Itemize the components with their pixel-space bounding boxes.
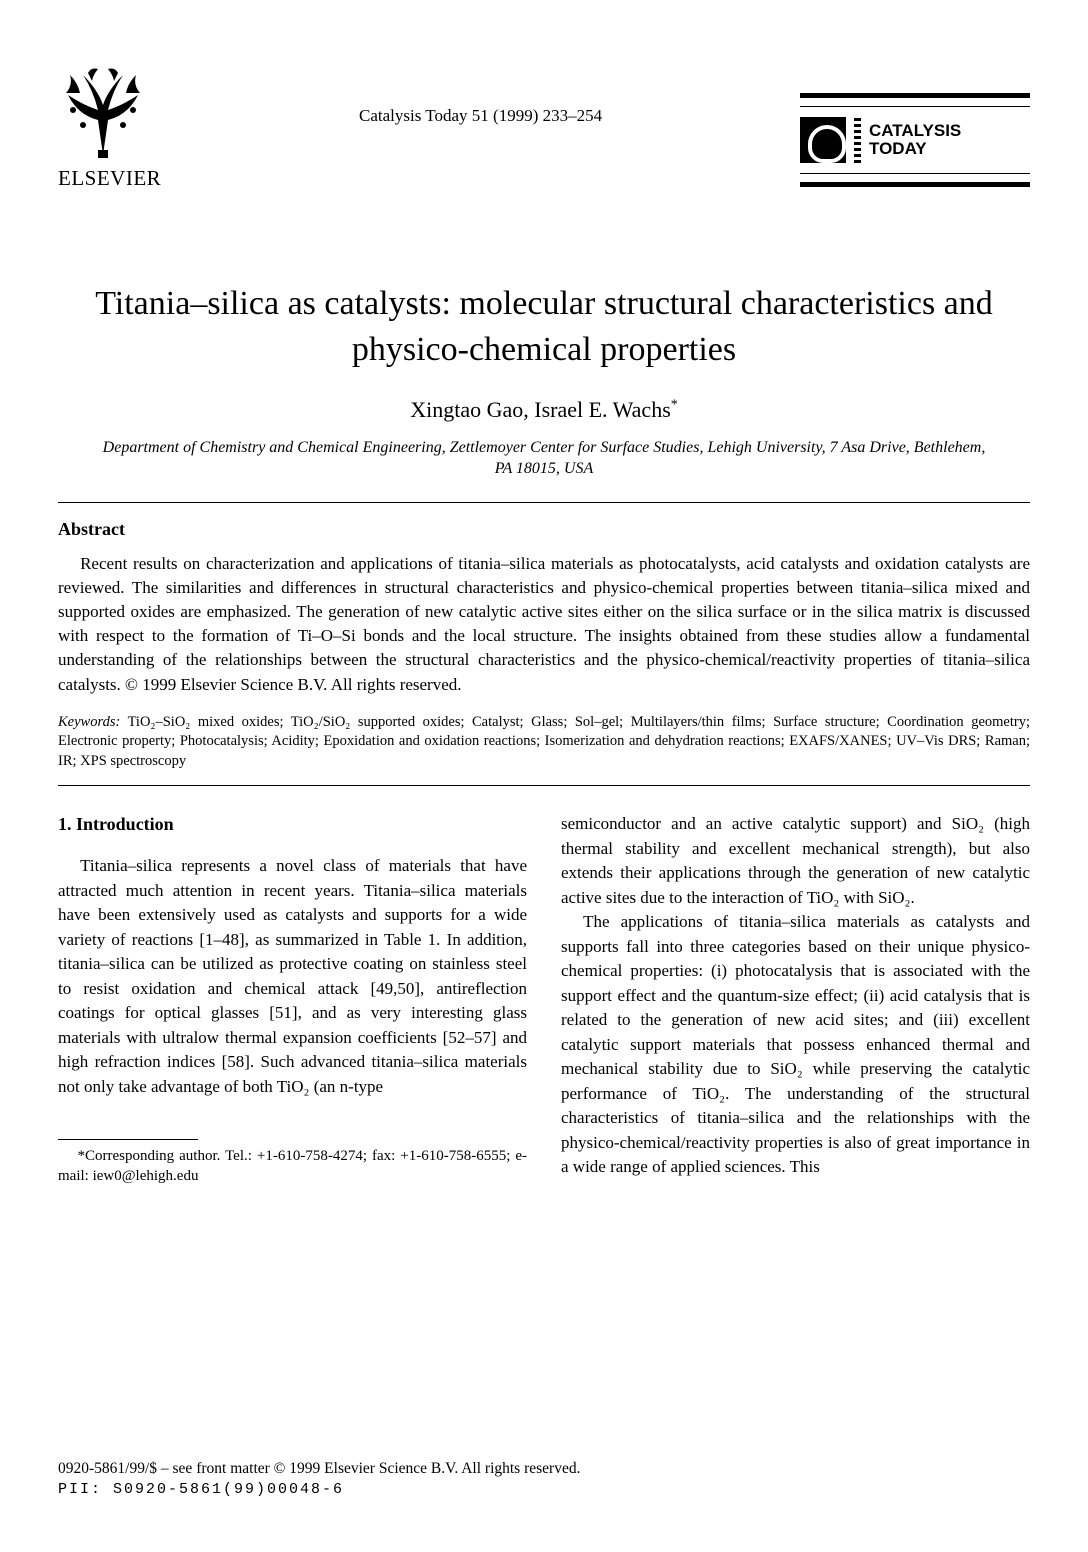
body-columns: 1. Introduction Titania–silica represent… — [58, 812, 1030, 1186]
abstract-body: Recent results on characterization and a… — [58, 552, 1030, 697]
pii-line: PII: S0920-5861(99)00048-6 — [58, 1480, 1030, 1500]
article-authors: Xingtao Gao, Israel E. Wachs* — [58, 397, 1030, 423]
article-title: Titania–silica as catalysts: molecular s… — [82, 281, 1006, 373]
publisher-name: ELSEVIER — [58, 166, 161, 191]
copyright-line: 0920-5861/99/$ – see front matter © 1999… — [58, 1459, 1030, 1480]
rule-above-abstract — [58, 502, 1030, 503]
footer: 0920-5861/99/$ – see front matter © 1999… — [58, 1459, 1030, 1500]
journal-logo: CATALYSIS TODAY — [800, 89, 1030, 191]
journal-logo-text: CATALYSIS TODAY — [869, 122, 961, 158]
article-affiliation: Department of Chemistry and Chemical Eng… — [98, 437, 990, 480]
section-1-col1-p1: Titania–silica represents a novel class … — [58, 854, 527, 1099]
corresponding-marker: * — [671, 397, 678, 412]
section-1-heading: 1. Introduction — [58, 812, 527, 838]
abstract-heading: Abstract — [58, 519, 1030, 540]
keywords-text: TiO₂–SiO₂ mixed oxides; TiO₂/SiO₂ suppor… — [58, 714, 1030, 769]
article-header: ELSEVIER Catalysis Today 51 (1999) 233–2… — [58, 65, 1030, 191]
abstract-block: Abstract Recent results on characterizat… — [58, 519, 1030, 697]
journal-reference: Catalysis Today 51 (1999) 233–254 — [161, 106, 800, 126]
footnote-rule — [58, 1139, 198, 1140]
rule-below-keywords — [58, 785, 1030, 786]
section-1-col2-p1: semiconductor and an active catalytic su… — [561, 812, 1030, 910]
keywords-block: Keywords: TiO₂–SiO₂ mixed oxides; TiO₂/S… — [58, 713, 1030, 772]
right-column: semiconductor and an active catalytic su… — [561, 812, 1030, 1186]
elsevier-tree-icon — [58, 65, 148, 160]
section-1-col2-p2: The applications of titania–silica mater… — [561, 910, 1030, 1179]
corresponding-footnote: *Corresponding author. Tel.: +1-610-758-… — [58, 1146, 527, 1187]
journal-logo-line2: TODAY — [869, 140, 961, 158]
publisher-block: ELSEVIER — [58, 65, 161, 191]
journal-logo-line1: CATALYSIS — [869, 122, 961, 140]
page: ELSEVIER Catalysis Today 51 (1999) 233–2… — [0, 0, 1088, 1552]
keywords-label: Keywords: — [58, 714, 120, 730]
catalysis-spine-icon — [854, 117, 861, 163]
authors-names: Xingtao Gao, Israel E. Wachs — [410, 397, 671, 422]
left-column: 1. Introduction Titania–silica represent… — [58, 812, 527, 1186]
catalysis-today-icon — [800, 117, 846, 163]
